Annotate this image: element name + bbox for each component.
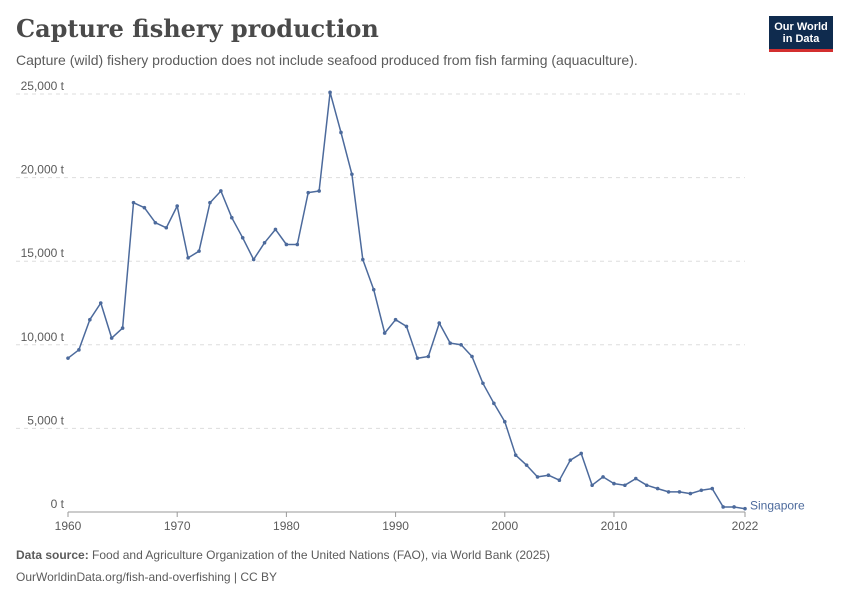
data-point[interactable] [208,200,212,205]
data-point[interactable] [568,458,573,462]
y-axis-tick-labels: 0 t 5,000 t 10,000 t 15,000 t 20,000 t 25,000… [21,79,65,511]
data-point[interactable] [393,317,398,322]
data-point[interactable] [612,481,616,486]
data-point[interactable] [743,506,747,511]
data-point[interactable] [295,242,300,247]
data-point[interactable] [219,189,223,193]
data-point[interactable] [535,475,540,479]
x-tick-label: 1980 [273,519,300,533]
chart-title: Capture fishery production [16,14,379,43]
y-tick-label: 25,000 t [21,79,65,93]
data-point[interactable] [601,475,605,479]
source-url[interactable]: OurWorldinData.org/fish-and-overfishing … [16,570,277,584]
x-tick-label: 1970 [164,519,191,533]
data-point[interactable] [142,205,147,210]
data-point[interactable] [546,473,551,478]
owid-logo[interactable]: Our World in Data [769,16,833,52]
data-point[interactable] [688,491,693,496]
data-point[interactable] [634,476,638,481]
data-point[interactable] [120,326,125,330]
data-point[interactable] [677,490,682,494]
data-point[interactable] [186,256,190,260]
data-source-text: Food and Agriculture Organization of the… [92,548,551,562]
data-point[interactable] [175,204,179,208]
data-point[interactable] [164,225,169,230]
logo-line-2: in Data [782,33,820,45]
data-point[interactable] [317,189,321,193]
y-tick-label: 0 t [51,497,65,511]
data-point[interactable] [98,301,103,305]
data-point[interactable] [66,356,70,360]
data-point[interactable] [666,490,671,494]
x-tick-label: 1960 [55,519,82,533]
data-point[interactable] [382,331,387,335]
data-point[interactable] [328,90,332,95]
y-tick-label: 20,000 t [21,163,65,177]
data-point[interactable] [339,130,343,135]
data-point[interactable] [306,190,311,195]
logo-line-1: Our World [774,21,828,33]
data-point[interactable] [459,343,463,347]
data-point[interactable] [699,488,704,493]
data-point[interactable] [502,419,507,424]
data-point[interactable] [732,505,736,509]
data-point[interactable] [448,341,452,345]
y-tick-label: 10,000 t [21,330,65,344]
data-point[interactable] [131,200,136,205]
data-point[interactable] [229,215,234,220]
data-point[interactable] [251,257,256,262]
x-tick-label: 2010 [601,519,628,533]
data-point[interactable] [437,321,442,325]
data-point[interactable] [415,356,420,360]
data-point[interactable] [721,505,725,509]
data-point[interactable] [644,483,649,488]
data-point[interactable] [361,257,365,262]
grid-lines [16,93,745,513]
data-point[interactable] [426,354,431,359]
data-point[interactable] [404,324,409,329]
data-point[interactable] [109,336,114,340]
data-point[interactable] [197,249,201,253]
y-tick-label: 5,000 t [27,413,64,427]
data-point[interactable] [88,317,92,322]
series-layer: Singapore [66,90,805,513]
data-point[interactable] [524,463,529,467]
data-point[interactable] [655,486,660,491]
data-source: Data source: Food and Agriculture Organi… [16,548,550,562]
series-line[interactable] [67,91,746,510]
data-point[interactable] [284,242,289,247]
series-label: Singapore [750,499,805,513]
x-tick-label: 1990 [382,519,409,533]
data-point[interactable] [579,451,584,456]
data-point[interactable] [623,483,627,488]
chart-subtitle: Capture (wild) fishery production does n… [16,52,638,68]
data-source-label: Data source: [16,548,89,562]
data-point[interactable] [153,220,158,225]
data-point[interactable] [262,241,267,245]
x-tick-label: 2022 [732,519,759,533]
data-point[interactable] [557,478,562,483]
x-axis-tick-labels: 1960 1970 1980 1990 2000 2010 2022 [55,512,759,533]
data-point[interactable] [470,354,474,359]
data-point[interactable] [513,453,518,457]
data-point[interactable] [77,348,81,352]
data-point[interactable] [710,486,715,491]
data-point[interactable] [492,401,496,406]
data-point[interactable] [240,235,245,240]
data-point[interactable] [590,483,594,488]
data-point[interactable] [481,381,485,386]
x-tick-label: 2000 [491,519,518,533]
data-point[interactable] [350,172,354,177]
data-point[interactable] [273,227,278,232]
data-point[interactable] [371,287,376,292]
y-tick-label: 15,000 t [21,246,65,260]
